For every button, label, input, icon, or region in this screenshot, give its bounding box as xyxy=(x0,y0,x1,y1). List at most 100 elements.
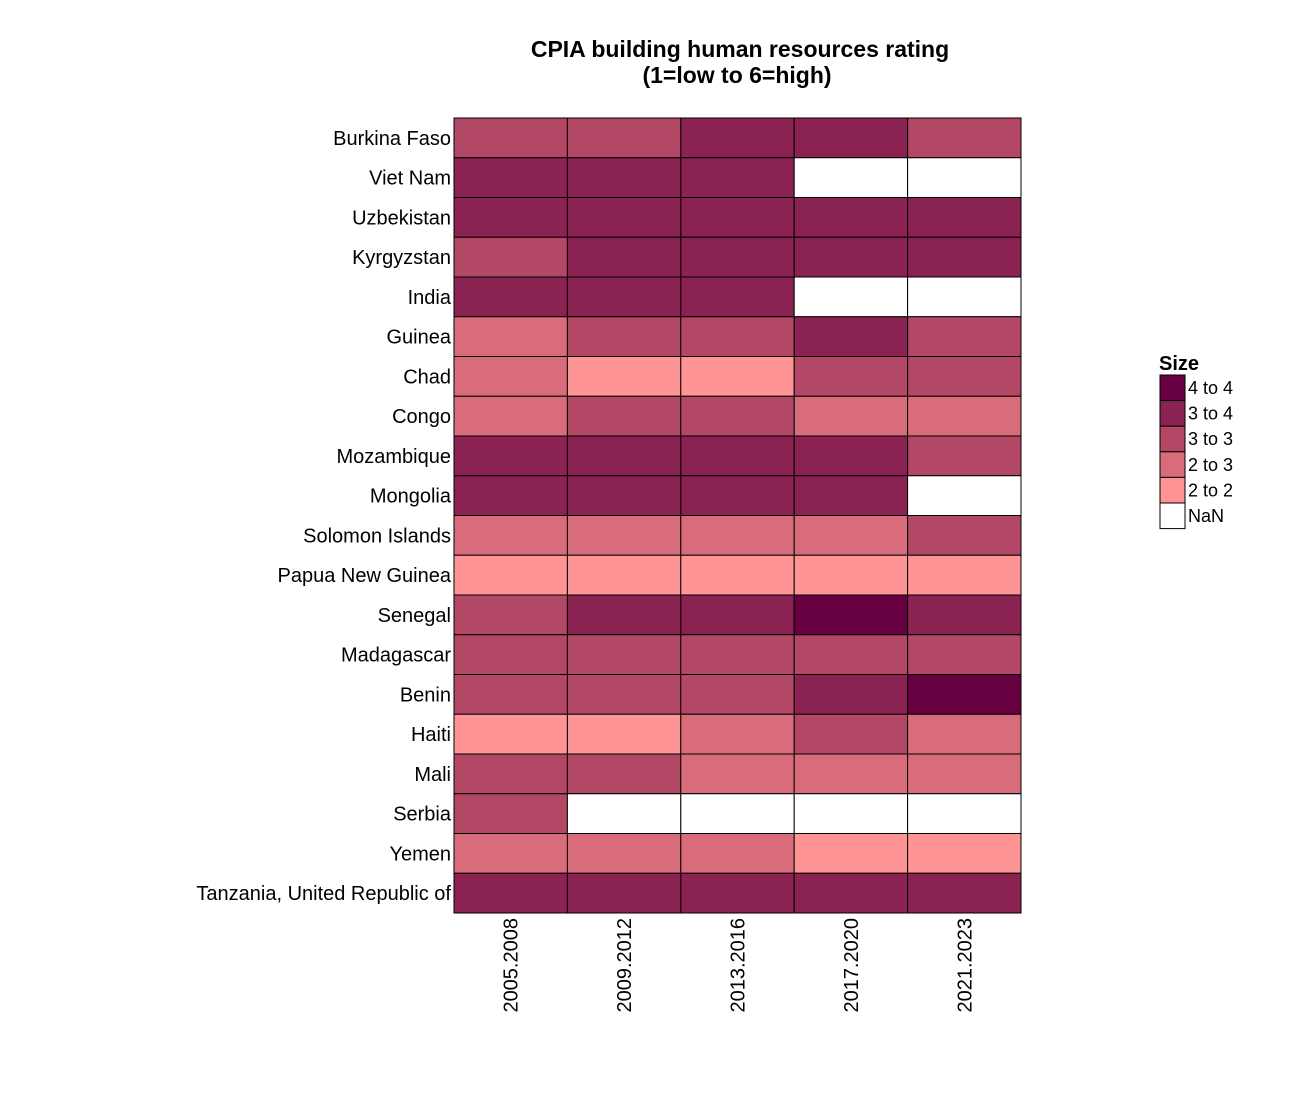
heatmap-cell xyxy=(793,435,909,477)
legend-swatch xyxy=(1159,502,1186,530)
column-label: 2021.2023 xyxy=(954,918,976,1013)
row-label: Senegal xyxy=(378,605,451,627)
heatmap-cell xyxy=(453,793,568,834)
heatmap-cell xyxy=(907,395,1022,437)
heatmap-cell xyxy=(793,515,909,556)
row-label: Mozambique xyxy=(336,446,451,468)
heatmap-cell xyxy=(907,157,1022,198)
row-label: Burkina Faso xyxy=(333,128,451,150)
heatmap-cell xyxy=(907,753,1022,795)
heatmap-cell xyxy=(566,554,682,596)
heatmap-cell xyxy=(907,435,1022,477)
row-label: Tanzania, United Republic of xyxy=(196,883,451,905)
legend-swatch xyxy=(1159,425,1186,453)
heatmap-cell xyxy=(680,157,795,198)
legend: Size 4 to 4 3 to 4 3 to 3 2 to 3 2 to 2 NaN xyxy=(1159,353,1233,530)
row-label: Viet Nam xyxy=(369,168,451,190)
heatmap-cell xyxy=(453,674,568,715)
row-label: Kyrgyzstan xyxy=(352,247,451,269)
heatmap-cell xyxy=(907,117,1022,159)
heatmap-cell xyxy=(680,475,795,516)
heatmap-cell xyxy=(566,435,682,477)
row-label: Benin xyxy=(400,684,451,706)
heatmap-cell xyxy=(680,753,795,795)
heatmap-cell xyxy=(907,515,1022,556)
heatmap-cell xyxy=(453,634,568,675)
chart-subtitle: (1=low to 6=high) xyxy=(642,62,831,88)
row-label: India xyxy=(408,287,452,309)
heatmap-cell xyxy=(907,594,1022,636)
heatmap-cell xyxy=(907,356,1022,397)
heatmap-cell xyxy=(566,475,682,516)
heatmap-cell xyxy=(453,872,568,914)
heatmap-cell xyxy=(793,197,909,238)
heatmap-cell xyxy=(680,872,795,914)
heatmap-cell xyxy=(907,554,1022,596)
heatmap-cell xyxy=(907,634,1022,675)
heatmap-cell xyxy=(566,395,682,437)
heatmap-cell xyxy=(566,117,682,159)
heatmap-cell xyxy=(793,674,909,715)
heatmap-cell xyxy=(453,276,568,318)
heatmap-cell xyxy=(907,833,1022,874)
heatmap-cell xyxy=(566,674,682,715)
heatmap-cell xyxy=(680,276,795,318)
row-label: Chad xyxy=(403,366,451,388)
heatmap-cell xyxy=(453,594,568,636)
heatmap-cell xyxy=(453,753,568,795)
heatmap-cell xyxy=(680,554,795,596)
column-label: 2017.2020 xyxy=(841,918,863,1013)
heatmap-cell xyxy=(907,674,1022,715)
heatmap-cell xyxy=(566,753,682,795)
heatmap-cell xyxy=(453,554,568,596)
heatmap-cell xyxy=(680,793,795,834)
heatmap-cell xyxy=(907,713,1022,755)
heatmap-cell xyxy=(680,117,795,159)
heatmap-cell xyxy=(453,356,568,397)
row-label: Papua New Guinea xyxy=(278,565,452,587)
heatmap-cell xyxy=(793,356,909,397)
legend-label: 4 to 4 xyxy=(1188,378,1233,398)
heatmap-cell xyxy=(566,793,682,834)
heatmap-cell xyxy=(453,435,568,477)
heatmap-cell xyxy=(907,793,1022,834)
heatmap-cell xyxy=(680,197,795,238)
heatmap-cell xyxy=(793,236,909,278)
row-label: Guinea xyxy=(387,327,452,349)
row-label: Haiti xyxy=(411,724,451,746)
heatmap-cell xyxy=(907,197,1022,238)
row-label: Madagascar xyxy=(341,645,451,667)
heatmap-cell xyxy=(453,157,568,198)
legend-label: 3 to 3 xyxy=(1188,429,1233,449)
heatmap-cell xyxy=(453,197,568,238)
heatmap-cell xyxy=(793,713,909,755)
heatmap-cell xyxy=(566,157,682,198)
heatmap-cell xyxy=(453,713,568,755)
row-label: Yemen xyxy=(389,843,451,865)
legend-swatch xyxy=(1159,476,1186,504)
heatmap-cell xyxy=(793,554,909,596)
heatmap-cell xyxy=(680,236,795,278)
heatmap-cell xyxy=(793,594,909,636)
heatmap-cell xyxy=(793,475,909,516)
heatmap-cell xyxy=(453,475,568,516)
heatmap-cell xyxy=(566,356,682,397)
legend-swatch xyxy=(1159,374,1186,402)
heatmap-cell xyxy=(793,395,909,437)
heatmap-cell xyxy=(566,276,682,318)
heatmap-cell xyxy=(453,515,568,556)
heatmap-cell xyxy=(907,475,1022,516)
heatmap-cell xyxy=(566,713,682,755)
heatmap-cell xyxy=(793,157,909,198)
heatmap-cell xyxy=(680,435,795,477)
heatmap-cell xyxy=(793,753,909,795)
legend-swatch xyxy=(1159,400,1186,427)
heatmap-cell xyxy=(453,395,568,437)
column-labels: 2005.2008 2009.2012 2013.2016 2017.2020 2021… xyxy=(501,918,977,1013)
heatmap-cell xyxy=(566,236,682,278)
heatmap-cell xyxy=(566,594,682,636)
heatmap-cell xyxy=(907,316,1022,357)
column-label: 2009.2012 xyxy=(614,918,636,1013)
heatmap-cell xyxy=(793,793,909,834)
